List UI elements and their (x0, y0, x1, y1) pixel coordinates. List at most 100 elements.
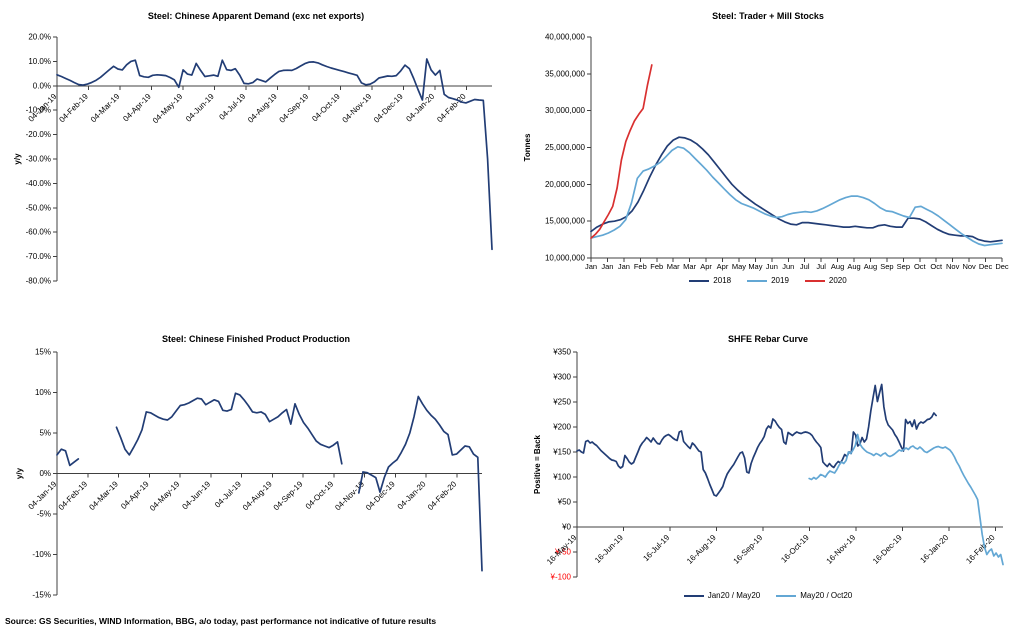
svg-text:Apr: Apr (700, 262, 712, 271)
svg-text:May: May (732, 262, 746, 271)
svg-text:04-Aug-19: 04-Aug-19 (246, 91, 279, 124)
svg-text:¥150: ¥150 (552, 448, 571, 457)
svg-text:04-Oct-19: 04-Oct-19 (310, 91, 342, 123)
chart-shfe-rebar-curve-plot: ¥350 ¥300 ¥250 ¥200 ¥150 ¥100 ¥50 ¥0 ¥-50 ¥-100 16… (533, 348, 1004, 582)
svg-text:04-Nov-19: 04-Nov-19 (341, 91, 374, 124)
svg-text:0%: 0% (39, 469, 51, 478)
svg-text:04-Feb-20: 04-Feb-20 (426, 479, 459, 512)
svg-text:Feb: Feb (650, 262, 663, 271)
chart-title: Steel: Chinese Apparent Demand (exc net … (147, 11, 365, 21)
svg-text:20.0%: 20.0% (28, 33, 51, 42)
svg-text:-20.0%: -20.0% (26, 130, 51, 139)
legend: Jan20 / May20 May20 / Oct20 (512, 591, 1024, 600)
svg-text:Jan: Jan (585, 262, 597, 271)
svg-text:-15%: -15% (32, 591, 51, 600)
svg-text:10.0%: 10.0% (28, 57, 51, 66)
chart-apparent-demand: Steel: Chinese Apparent Demand (exc net … (0, 0, 512, 320)
svg-text:Mar: Mar (683, 262, 696, 271)
svg-text:16-Jul-19: 16-Jul-19 (641, 533, 671, 563)
svg-text:Oct: Oct (914, 262, 927, 271)
svg-text:04-Jun-19: 04-Jun-19 (180, 479, 212, 511)
svg-text:04-Jul-19: 04-Jul-19 (213, 479, 243, 509)
svg-text:04-Jan-20: 04-Jan-20 (396, 479, 428, 511)
legend-label: 2020 (828, 276, 847, 285)
svg-text:Positive = Back: Positive = Back (533, 434, 542, 493)
legend-swatch (747, 279, 768, 282)
svg-text:16-Dec-19: 16-Dec-19 (871, 533, 904, 566)
svg-text:04-May-19: 04-May-19 (148, 479, 182, 513)
svg-text:Tonnes: Tonnes (523, 133, 532, 161)
chart-title: SHFE Rebar Curve (727, 334, 809, 344)
svg-text:Jan: Jan (601, 262, 613, 271)
svg-text:04-Jun-19: 04-Jun-19 (184, 91, 216, 123)
legend-label: May20 / Oct20 (800, 591, 853, 600)
legend-label: 2019 (771, 276, 789, 285)
svg-text:35,000,000: 35,000,000 (545, 69, 586, 78)
legend-swatch (683, 594, 704, 597)
svg-text:04-Feb-19: 04-Feb-19 (57, 91, 90, 124)
chart-apparent-demand-plot: 20.0% 10.0% 0.0% -10.0% -20.0% -30.0% -40.0% -5… (13, 33, 493, 286)
svg-text:16-Aug-19: 16-Aug-19 (685, 533, 718, 566)
svg-text:-80.0%: -80.0% (26, 277, 51, 286)
svg-text:16-Jun-19: 16-Jun-19 (593, 533, 625, 565)
svg-text:Dec: Dec (995, 262, 1009, 271)
svg-text:30,000,000: 30,000,000 (545, 106, 586, 115)
svg-text:04-Dec-19: 04-Dec-19 (364, 479, 397, 512)
legend-item: May20 / Oct20 (776, 591, 852, 600)
svg-text:-60.0%: -60.0% (26, 228, 51, 237)
svg-text:04-Jan-19: 04-Jan-19 (27, 479, 59, 511)
svg-text:Aug: Aug (864, 262, 877, 271)
svg-text:04-Feb-20: 04-Feb-20 (435, 91, 468, 124)
svg-text:¥200: ¥200 (552, 423, 571, 432)
svg-text:Dec: Dec (979, 262, 993, 271)
svg-text:Sep: Sep (897, 262, 910, 271)
svg-text:¥-50: ¥-50 (554, 548, 572, 557)
svg-text:Aug: Aug (831, 262, 844, 271)
svg-text:16-Oct-19: 16-Oct-19 (779, 533, 811, 565)
svg-text:Mar: Mar (667, 262, 680, 271)
svg-text:-70.0%: -70.0% (26, 252, 51, 261)
legend-swatch (776, 594, 797, 597)
chart-shfe-rebar-curve: SHFE Rebar Curve ¥350 ¥300 ¥250 ¥200 ¥150 ¥10… (512, 320, 1024, 641)
legend: 2018 2019 2020 (512, 276, 1024, 285)
svg-text:¥350: ¥350 (552, 348, 571, 357)
svg-text:¥250: ¥250 (552, 398, 571, 407)
svg-text:¥-100: ¥-100 (550, 573, 572, 582)
chart-finished-product-production-plot: 15%10%5%0%-5%-10%-15%04-Jan-1904-Feb-190… (15, 348, 483, 600)
svg-text:Jun: Jun (782, 262, 794, 271)
svg-text:04-Apr-19: 04-Apr-19 (121, 91, 153, 123)
svg-text:Jun: Jun (766, 262, 778, 271)
legend-swatch (689, 279, 710, 282)
chart-trader-mill-stocks: Steel: Trader + Mill Stocks 40,000,000 35… (512, 0, 1024, 320)
legend-label: 2018 (713, 276, 732, 285)
svg-text:0.0%: 0.0% (33, 81, 51, 90)
svg-text:04-Jul-19: 04-Jul-19 (217, 91, 247, 121)
svg-text:Nov: Nov (962, 262, 976, 271)
svg-text:Sep: Sep (880, 262, 893, 271)
svg-text:-10%: -10% (32, 550, 51, 559)
svg-text:Jul: Jul (800, 262, 810, 271)
svg-text:40,000,000: 40,000,000 (545, 33, 586, 42)
svg-text:-5%: -5% (37, 510, 51, 519)
svg-text:16-Jan-20: 16-Jan-20 (918, 533, 950, 565)
svg-text:16-Sep-19: 16-Sep-19 (732, 533, 765, 566)
svg-text:-30.0%: -30.0% (26, 155, 51, 164)
svg-text:10,000,000: 10,000,000 (545, 254, 586, 263)
svg-text:04-Dec-19: 04-Dec-19 (372, 91, 405, 124)
svg-text:Aug: Aug (847, 262, 860, 271)
svg-text:15%: 15% (35, 348, 51, 357)
source-note: Source: GS Securities, WIND Information,… (5, 616, 437, 626)
svg-text:Nov: Nov (946, 262, 960, 271)
svg-text:04-Nov-19: 04-Nov-19 (333, 479, 366, 512)
chart-title: Steel: Trader + Mill Stocks (712, 11, 824, 21)
svg-text:Jan: Jan (618, 262, 630, 271)
svg-text:¥300: ¥300 (552, 373, 571, 382)
svg-text:-10.0%: -10.0% (26, 106, 51, 115)
svg-text:5%: 5% (39, 429, 51, 438)
svg-text:16-Nov-19: 16-Nov-19 (825, 533, 858, 566)
svg-text:04-Apr-19: 04-Apr-19 (119, 479, 151, 511)
svg-text:16-May-19: 16-May-19 (545, 533, 579, 567)
legend-item: 2018 (689, 276, 731, 285)
svg-text:¥100: ¥100 (552, 473, 571, 482)
